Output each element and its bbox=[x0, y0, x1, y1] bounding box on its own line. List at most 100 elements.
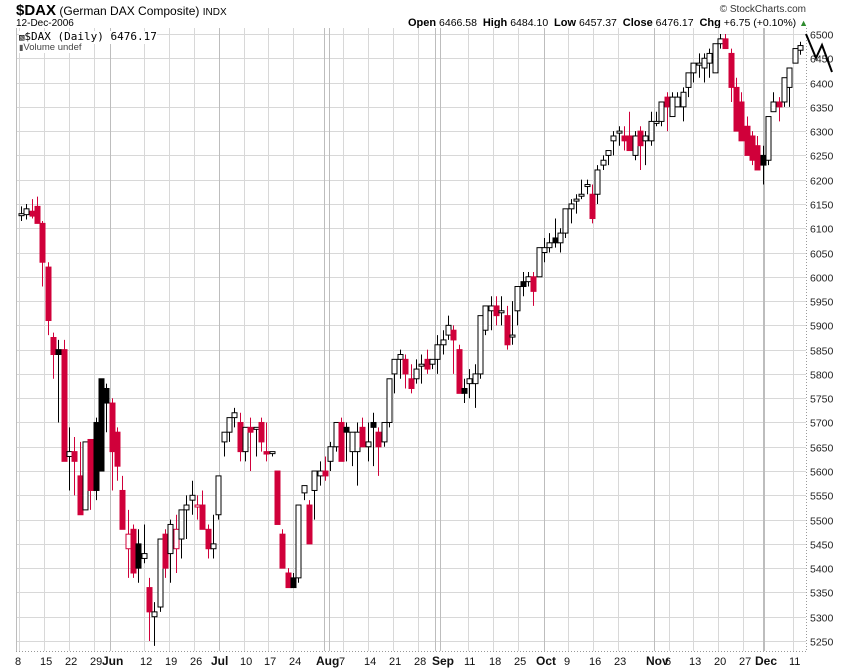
candle-body bbox=[242, 426, 249, 453]
candle-body bbox=[760, 154, 767, 166]
candle-body bbox=[215, 475, 222, 516]
candle-body bbox=[274, 470, 281, 525]
candle-body bbox=[578, 193, 585, 197]
candle-body bbox=[541, 247, 548, 254]
y-tick-label: 5900 bbox=[810, 321, 834, 333]
candle-body bbox=[173, 528, 180, 550]
x-tick-label: 13 bbox=[689, 656, 701, 668]
volume-legend-text: Volume undef bbox=[23, 42, 82, 53]
x-tick-label: Jul bbox=[211, 654, 228, 668]
candle-body bbox=[456, 349, 463, 394]
candle-body bbox=[664, 96, 671, 108]
y-tick-label: 5600 bbox=[810, 467, 834, 479]
x-tick-label: 9 bbox=[564, 656, 570, 668]
candle-body bbox=[141, 553, 148, 559]
candle-body bbox=[258, 421, 265, 443]
candle-body bbox=[488, 305, 495, 312]
x-tick-label: 29 bbox=[90, 656, 102, 668]
y-tick-label: 5300 bbox=[810, 613, 834, 625]
candle-body bbox=[375, 431, 382, 448]
y-tick-label: 5950 bbox=[810, 297, 834, 309]
candle-body bbox=[797, 45, 804, 51]
y-tick-label: 6200 bbox=[810, 176, 834, 188]
candle-body bbox=[616, 130, 623, 134]
x-tick-label: 12 bbox=[140, 656, 152, 668]
x-tick-label: Jun bbox=[102, 654, 123, 668]
x-tick-label: 20 bbox=[714, 656, 726, 668]
symbol-name: (German DAX Composite) bbox=[59, 4, 200, 18]
candle-body bbox=[648, 120, 655, 142]
candle-body bbox=[546, 242, 553, 249]
candle-body bbox=[429, 358, 436, 365]
candle-body bbox=[194, 504, 201, 508]
candle-body bbox=[103, 387, 110, 404]
candle-body bbox=[728, 52, 735, 88]
y-tick-label: 6350 bbox=[810, 103, 834, 115]
candle-body bbox=[696, 62, 703, 66]
chart-title: $DAX (German DAX Composite) INDX bbox=[16, 2, 227, 19]
close-value: 6476.17 bbox=[655, 17, 694, 29]
price-legend-text: $DAX (Daily) 6476.17 bbox=[24, 30, 157, 43]
candle-body bbox=[749, 135, 756, 161]
x-tick-label: 22 bbox=[65, 656, 77, 668]
low-label: Low bbox=[554, 17, 577, 29]
candle-body bbox=[733, 86, 740, 132]
high-label: High bbox=[482, 17, 508, 29]
trend-arrow-icon bbox=[805, 33, 833, 73]
candle-body bbox=[514, 286, 521, 312]
candle-body bbox=[424, 358, 431, 370]
low-value: 6457.37 bbox=[578, 17, 617, 29]
candle-body bbox=[263, 451, 270, 455]
x-tick-label: Aug bbox=[316, 654, 339, 668]
candle-body bbox=[295, 504, 302, 579]
candle-body bbox=[589, 193, 596, 220]
candle-body bbox=[50, 337, 57, 355]
candle-body bbox=[285, 572, 292, 589]
candle-body bbox=[333, 421, 340, 448]
candle-body bbox=[109, 402, 116, 453]
x-tick-label: 18 bbox=[489, 656, 501, 668]
open-value: 6466.58 bbox=[439, 17, 477, 29]
candle-body bbox=[477, 315, 484, 375]
candle-body bbox=[674, 96, 681, 108]
close-label: Close bbox=[622, 17, 653, 29]
candle-body bbox=[781, 77, 788, 103]
candle-body bbox=[765, 116, 772, 161]
candle-body bbox=[237, 421, 244, 453]
candle-body bbox=[717, 38, 724, 45]
candle-body bbox=[231, 412, 238, 419]
candle-body bbox=[290, 577, 297, 589]
candle-body bbox=[568, 203, 575, 210]
candle-body bbox=[685, 72, 692, 88]
y-tick-label: 6400 bbox=[810, 79, 834, 91]
candle-body bbox=[178, 509, 185, 540]
x-tick-label: 11 bbox=[789, 656, 800, 668]
high-value: 6484.10 bbox=[510, 17, 549, 29]
candle-body bbox=[199, 504, 206, 530]
y-tick-label: 6150 bbox=[810, 200, 834, 212]
candle-body bbox=[370, 421, 377, 428]
candle-body bbox=[594, 169, 601, 195]
y-tick-label: 5500 bbox=[810, 516, 834, 528]
candle-body bbox=[269, 451, 276, 455]
candle-body bbox=[338, 421, 345, 462]
candle-body bbox=[605, 150, 612, 156]
candle-body bbox=[39, 222, 46, 263]
candle-body bbox=[226, 417, 233, 433]
y-tick-label: 6500 bbox=[810, 30, 834, 42]
candle-body bbox=[119, 489, 126, 530]
candle-body bbox=[792, 48, 799, 64]
candle-body bbox=[536, 247, 543, 278]
candle-body bbox=[71, 451, 78, 462]
candle-body bbox=[23, 208, 30, 216]
candle-body bbox=[210, 543, 217, 550]
candle-body bbox=[77, 475, 84, 516]
candle-body bbox=[712, 43, 719, 74]
candle-body bbox=[391, 358, 398, 375]
candle-body bbox=[55, 349, 62, 355]
candle-body bbox=[162, 533, 169, 569]
chg-value: +6.75 (+0.10%) bbox=[723, 17, 797, 29]
x-tick-label: 28 bbox=[414, 656, 426, 668]
x-tick-label: 8 bbox=[15, 656, 21, 668]
